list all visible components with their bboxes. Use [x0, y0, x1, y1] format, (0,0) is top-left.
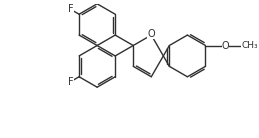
Text: O: O: [221, 40, 229, 51]
Text: F: F: [68, 76, 74, 87]
Text: CH₃: CH₃: [241, 41, 258, 50]
Text: O: O: [147, 29, 155, 39]
Text: F: F: [68, 5, 74, 14]
